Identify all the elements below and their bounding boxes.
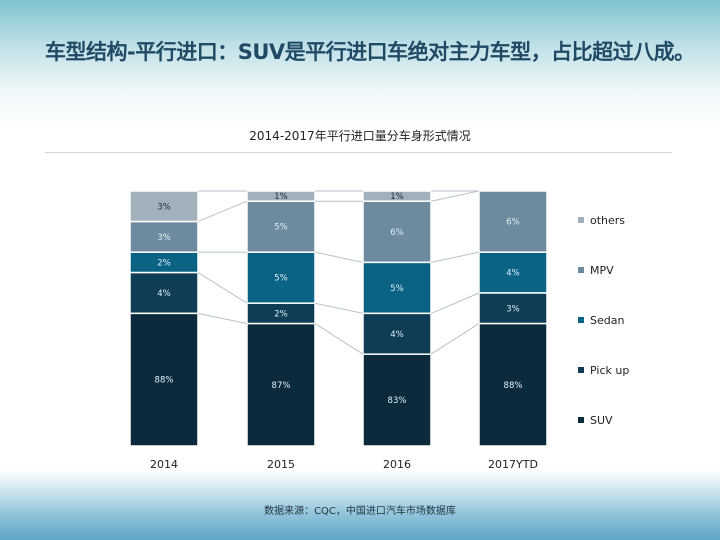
slide-title: 车型结构-平行进口：SUV是平行进口车绝对主力车型，占比超过八成。 [45, 40, 695, 64]
legend-swatch-mpv [578, 267, 584, 273]
data-label: 88% [155, 376, 174, 386]
connector-line [430, 292, 480, 314]
data-label: 6% [506, 218, 520, 228]
legend-swatch-pick-up [578, 367, 584, 373]
legend-swatch-suv [578, 417, 584, 423]
title-divider [45, 152, 672, 153]
data-label: 5% [274, 274, 288, 284]
data-label: 4% [390, 330, 404, 340]
bar-segment-sedan-2015 [246, 251, 316, 304]
bar-segment-others-2014 [129, 190, 199, 223]
data-label: 3% [157, 202, 171, 212]
data-label: 1% [274, 192, 288, 202]
legend-label: Sedan [590, 314, 624, 327]
connector-line [197, 200, 248, 223]
x-tick-label: 2016 [383, 458, 411, 471]
legend-label: Pick up [590, 364, 629, 377]
bar-segment-pick-up-2014 [129, 271, 199, 315]
data-source: 数据来源：CQC，中国进口汽车市场数据库 [264, 506, 456, 517]
bar-segment-suv-2017YTD [478, 322, 548, 447]
data-label: 4% [506, 269, 520, 279]
connector-line [197, 312, 248, 325]
connector-line [197, 272, 248, 304]
bar-segment-sedan-2016 [362, 261, 432, 315]
data-label: 3% [506, 304, 520, 314]
legend-label: others [590, 214, 625, 227]
connector-line [314, 251, 364, 263]
legend-swatch-sedan [578, 317, 584, 323]
bar-segment-suv-2014 [129, 312, 199, 447]
bar-segment-mpv-2016 [362, 200, 432, 264]
legend-label: MPV [590, 264, 614, 277]
connector-line [314, 302, 364, 314]
data-label: 2% [157, 258, 171, 268]
bar-segment-suv-2015 [246, 322, 316, 447]
connector-line [430, 251, 480, 263]
bar-segment-mpv-2015 [246, 200, 316, 253]
data-label: 3% [157, 233, 171, 243]
data-label: 87% [272, 381, 291, 391]
data-label: 5% [274, 223, 288, 233]
x-tick-label: 2014 [150, 458, 178, 471]
legend-swatch-others [578, 217, 584, 223]
x-tick-label: 2017YTD [488, 458, 538, 471]
data-label: 88% [504, 381, 523, 391]
bar-segment-suv-2016 [362, 353, 432, 447]
data-label: 5% [390, 284, 404, 294]
connector-line [430, 190, 480, 202]
bar-segment-pick-up-2017YTD [478, 292, 548, 325]
data-label: 6% [390, 228, 404, 238]
data-label: 2% [274, 309, 288, 319]
data-label: 1% [390, 192, 404, 202]
chart-title: 2014-2017年平行进口量分车身形式情况 [249, 129, 471, 143]
bar-segment-mpv-2017YTD [478, 190, 548, 253]
connector-line [314, 323, 364, 355]
x-tick-label: 2015 [267, 458, 295, 471]
connector-line [430, 323, 480, 355]
data-label: 83% [388, 396, 407, 406]
legend-label: SUV [590, 414, 613, 427]
data-label: 4% [157, 289, 171, 299]
bar-segment-pick-up-2016 [362, 312, 432, 355]
